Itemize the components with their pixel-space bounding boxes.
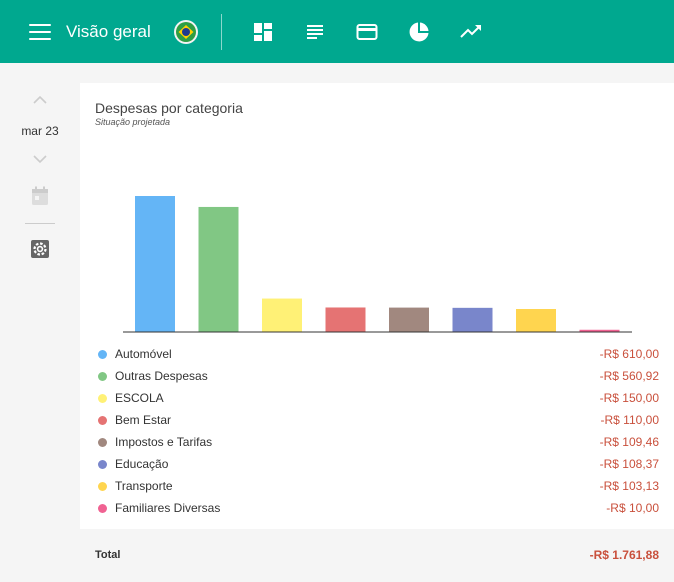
bar-0[interactable] xyxy=(135,196,175,332)
legend-value: -R$ 150,00 xyxy=(599,391,659,405)
top-app-bar: Visão geral xyxy=(0,0,674,63)
card-title: Despesas por categoria xyxy=(95,100,243,116)
brazil-flag-icon[interactable] xyxy=(173,19,198,44)
legend-dot-icon xyxy=(98,503,107,513)
bar-5[interactable] xyxy=(452,307,493,332)
legend-name: ESCOLA xyxy=(115,391,164,405)
legend-value: -R$ 110,00 xyxy=(600,413,659,427)
legend-name: Impostos e Tarifas xyxy=(115,435,213,449)
legend-dot-icon xyxy=(98,371,107,381)
bar-chart xyxy=(123,196,632,333)
chevron-down-icon[interactable] xyxy=(30,152,50,166)
credit-card-icon[interactable] xyxy=(356,21,378,43)
legend-item[interactable]: Familiares Diversas -R$ 10,00 xyxy=(95,497,659,519)
total-label: Total xyxy=(95,549,121,561)
dashboard-icon[interactable] xyxy=(252,21,274,43)
legend-value: -R$ 103,13 xyxy=(599,479,659,493)
legend-value: -R$ 10,00 xyxy=(606,501,659,515)
legend-name: Bem Estar xyxy=(115,413,172,427)
legend-dot-icon xyxy=(98,349,107,359)
legend-item[interactable]: Impostos e Tarifas -R$ 109,46 xyxy=(95,431,659,453)
chevron-up-icon[interactable] xyxy=(30,92,50,106)
legend-dot-icon xyxy=(98,437,107,447)
bar-3[interactable] xyxy=(325,307,366,332)
legend-value: -R$ 560,92 xyxy=(599,369,659,383)
page-title: Visão geral xyxy=(66,21,151,41)
legend-item[interactable]: Outras Despesas -R$ 560,92 xyxy=(95,365,659,387)
card-subtitle: Situação projetada xyxy=(95,117,171,127)
legend-item[interactable]: Bem Estar -R$ 110,00 xyxy=(95,409,659,431)
legend-name: Outras Despesas xyxy=(115,369,208,383)
category-legend: Automóvel -R$ 610,00 Outras Despesas -R$ 56… xyxy=(95,343,659,519)
legend-item[interactable]: Educação -R$ 108,37 xyxy=(95,453,659,475)
bar-4[interactable] xyxy=(389,307,429,332)
legend-name: Transporte xyxy=(115,479,173,493)
trending-up-icon[interactable] xyxy=(460,21,482,43)
bar-1[interactable] xyxy=(198,206,239,332)
bar-7[interactable] xyxy=(579,329,620,332)
month-label: mar 23 xyxy=(21,124,59,138)
bar-6[interactable] xyxy=(516,309,556,332)
legend-item[interactable]: Transporte -R$ 103,13 xyxy=(95,475,659,497)
legend-value: -R$ 108,37 xyxy=(599,457,659,471)
legend-value: -R$ 610,00 xyxy=(599,347,659,361)
legend-name: Educação xyxy=(115,457,169,471)
pie-chart-icon[interactable] xyxy=(408,21,430,43)
total-row: Total -R$ 1.761,88 xyxy=(80,529,674,582)
legend-dot-icon xyxy=(98,393,107,403)
legend-name: Familiares Diversas xyxy=(115,501,221,515)
legend-dot-icon xyxy=(98,415,107,425)
legend-value: -R$ 109,46 xyxy=(599,435,659,449)
legend-name: Automóvel xyxy=(115,347,172,361)
settings-icon[interactable] xyxy=(29,238,51,260)
calendar-icon[interactable] xyxy=(29,185,51,207)
list-icon[interactable] xyxy=(304,21,326,43)
menu-icon[interactable] xyxy=(29,23,51,40)
legend-dot-icon xyxy=(98,459,107,469)
header-divider xyxy=(220,13,222,50)
sidebar: mar 23 xyxy=(0,63,80,582)
legend-dot-icon xyxy=(98,481,107,491)
bar-2[interactable] xyxy=(262,298,302,332)
legend-item[interactable]: ESCOLA -R$ 150,00 xyxy=(95,387,659,409)
expenses-card: Despesas por categoria Situação projetad… xyxy=(80,83,674,529)
total-value: -R$ 1.761,88 xyxy=(589,548,659,562)
legend-item[interactable]: Automóvel -R$ 610,00 xyxy=(95,343,659,365)
sidebar-divider xyxy=(25,223,55,224)
